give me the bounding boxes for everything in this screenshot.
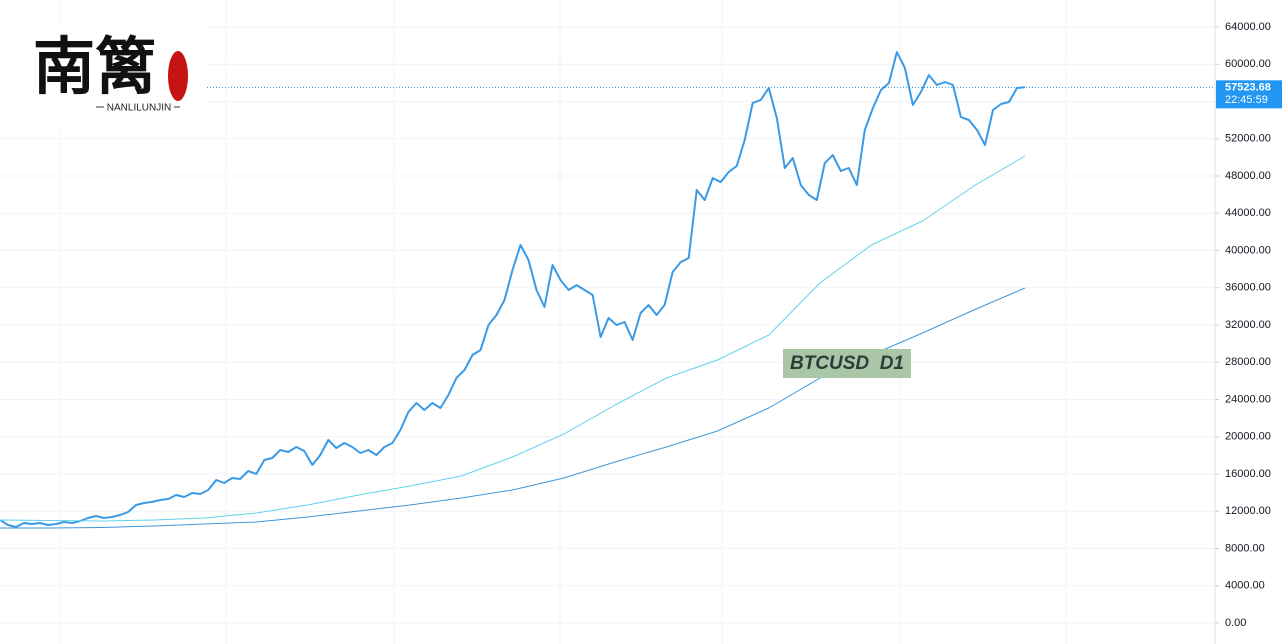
logo-subtitle: NANLILUNJIN bbox=[107, 103, 171, 114]
y-tick-label: 12000.00 bbox=[1225, 505, 1271, 517]
price-tag-label: 57523.68 bbox=[1225, 82, 1271, 94]
countdown-label: 22:45:59 bbox=[1225, 94, 1268, 106]
y-tick-label: 0.00 bbox=[1225, 617, 1246, 629]
y-tick-label: 8000.00 bbox=[1225, 542, 1265, 554]
series-line bbox=[0, 51, 1026, 528]
y-tick-label: 52000.00 bbox=[1225, 133, 1271, 145]
y-tick-label: 24000.00 bbox=[1225, 393, 1271, 405]
watermark-box bbox=[783, 349, 911, 378]
logo-title: 南篱 bbox=[33, 30, 157, 103]
logo-subtitle-bg bbox=[104, 101, 174, 113]
y-tick-label: 44000.00 bbox=[1225, 207, 1271, 219]
logo-seal bbox=[168, 51, 188, 101]
y-tick-label: 28000.00 bbox=[1225, 356, 1271, 368]
y-tick-label: 32000.00 bbox=[1225, 319, 1271, 331]
y-tick-label: 20000.00 bbox=[1225, 431, 1271, 443]
y-tick-label: 64000.00 bbox=[1225, 21, 1271, 33]
grid bbox=[0, 26, 1215, 624]
watermark: BTCUSD D1 bbox=[790, 353, 904, 374]
y-tick-label: 36000.00 bbox=[1225, 282, 1271, 294]
axis-labels: 0.00 4000.00 8000.00 12000.00 16000.00 20000.… bbox=[1215, 21, 1282, 629]
y-tick-label: 16000.00 bbox=[1225, 468, 1271, 480]
y-tick-label: 40000.00 bbox=[1225, 244, 1271, 256]
y-tick-label: 60000.00 bbox=[1225, 58, 1271, 70]
y-tick-label: 4000.00 bbox=[1225, 580, 1265, 592]
price-tag bbox=[1216, 80, 1282, 109]
y-tick-label: 48000.00 bbox=[1225, 170, 1271, 182]
series-line bbox=[0, 155, 1026, 522]
